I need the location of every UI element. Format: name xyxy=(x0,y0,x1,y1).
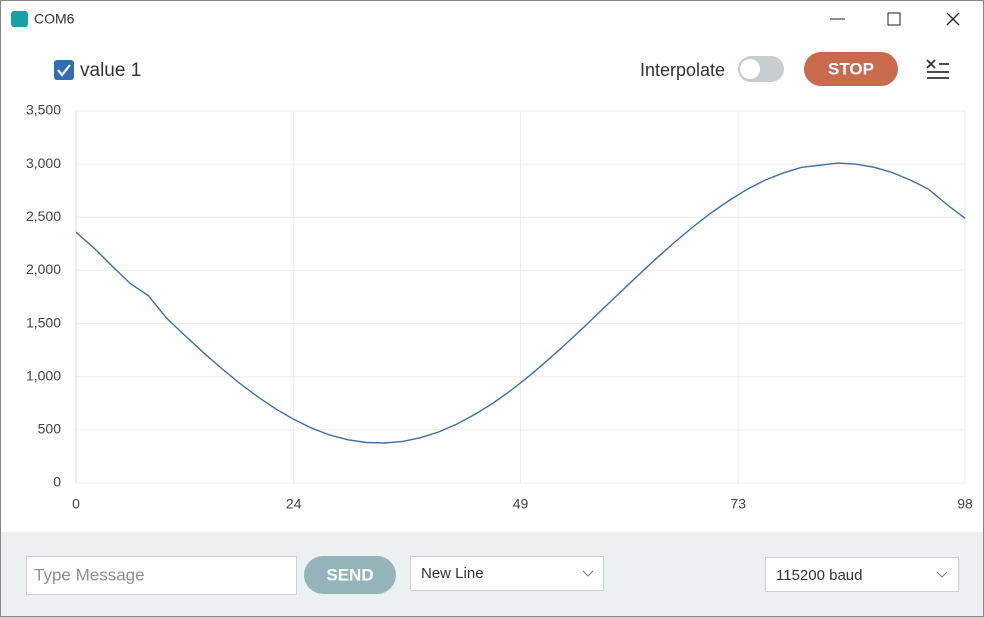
y-tick-label: 1,000 xyxy=(26,367,61,383)
message-placeholder: Type Message xyxy=(34,565,145,584)
dropdown-arrow xyxy=(582,570,594,577)
y-tick-label: 3,500 xyxy=(26,102,61,118)
stop-button-label: STOP xyxy=(828,59,874,78)
legend-label: value 1 xyxy=(80,60,141,81)
baud-value: 115200 baud xyxy=(776,567,862,584)
y-tick-label: 0 xyxy=(53,474,61,490)
stop-button[interactable] xyxy=(804,52,898,86)
close-button[interactable] xyxy=(946,12,960,26)
y-tick-label: 3,000 xyxy=(26,155,61,171)
toggle-knob xyxy=(740,59,760,79)
x-tick-label: 73 xyxy=(730,496,746,512)
dropdown-arrow xyxy=(936,571,948,578)
series-checkbox[interactable] xyxy=(54,60,74,80)
data-line xyxy=(75,162,966,444)
line-ending-select[interactable] xyxy=(410,556,604,591)
window-title: COM6 xyxy=(34,11,75,27)
message-input[interactable] xyxy=(26,556,297,595)
checkmark xyxy=(57,64,71,77)
baud-select[interactable] xyxy=(765,557,959,592)
clear-icon[interactable] xyxy=(926,59,949,79)
x-tick-label: 49 xyxy=(513,496,529,512)
plot-area: 0 500 1,000 1,500 2,000 2,500 3,000 3,500 0 24 49 7… xyxy=(26,102,973,512)
y-tick-label: 2,500 xyxy=(26,208,61,224)
x-tick-label: 98 xyxy=(957,496,973,512)
app-icon xyxy=(11,11,28,27)
x-tick-label: 24 xyxy=(286,496,302,512)
y-tick-label: 1,500 xyxy=(26,314,61,330)
send-button-label: SEND xyxy=(326,565,373,584)
x-tick-label: 0 xyxy=(72,496,80,512)
interpolate-label: Interpolate xyxy=(640,60,725,80)
y-tick-label: 500 xyxy=(38,421,62,437)
maximize-button[interactable] xyxy=(887,12,901,26)
send-button[interactable] xyxy=(304,556,396,594)
line-ending-value: New Line xyxy=(421,565,484,582)
y-tick-label: 2,000 xyxy=(26,261,61,277)
